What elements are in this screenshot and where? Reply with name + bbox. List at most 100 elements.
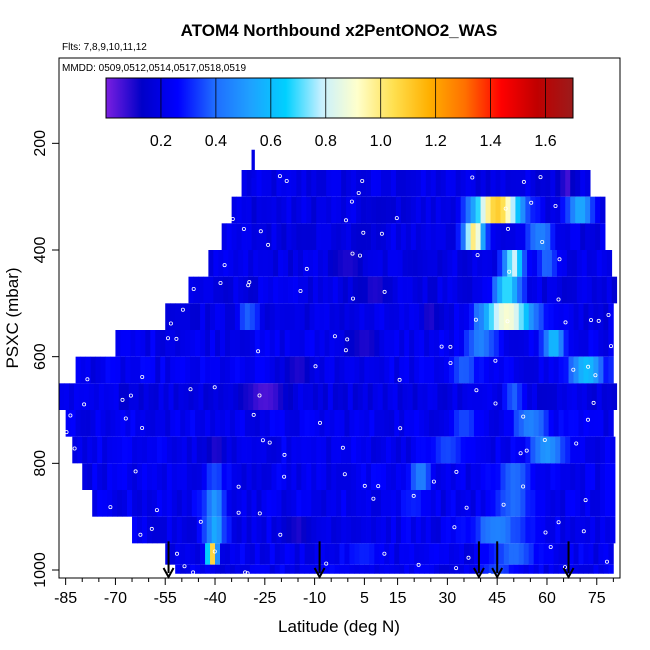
heatmap-cell (450, 223, 457, 250)
sample-point (154, 508, 159, 513)
heatmap-cell (546, 383, 553, 410)
heatmap-cell (608, 410, 614, 437)
heatmap-cell (160, 356, 166, 384)
heatmap-cell (163, 383, 169, 410)
heatmap-cell (485, 223, 491, 250)
heatmap-cell (352, 276, 359, 304)
heatmap-cell (324, 543, 330, 565)
heatmap-cell (271, 463, 277, 490)
heatmap-cell (482, 276, 488, 304)
heatmap-cell (558, 330, 564, 357)
heatmap-cell (460, 436, 467, 464)
heatmap-cell (600, 196, 606, 224)
heatmap-cell (221, 516, 228, 544)
heatmap-cell (533, 543, 540, 565)
heatmap-cell (500, 516, 506, 544)
heatmap-cell (156, 516, 163, 544)
heatmap-cell (528, 543, 535, 565)
heatmap-cell (180, 410, 186, 437)
heatmap-cell (80, 410, 86, 437)
heatmap-cell (165, 356, 171, 384)
heatmap-cell (495, 223, 501, 250)
heatmap-cell (595, 516, 601, 544)
heatmap-cell (364, 564, 370, 574)
heatmap-cell (445, 463, 452, 490)
heatmap-cell (329, 356, 335, 384)
heatmap-cell (97, 436, 103, 464)
heatmap-cell (190, 543, 196, 565)
heatmap-cell (495, 436, 501, 464)
heatmap-cell (570, 436, 576, 464)
heatmap-cell (244, 330, 251, 357)
heatmap-cell (253, 250, 259, 277)
heatmap-cell (449, 330, 455, 357)
heatmap-cell (85, 410, 91, 437)
heatmap-cell (425, 223, 432, 250)
sample-point (123, 416, 128, 421)
sample-point (246, 283, 251, 288)
heatmap-cell (565, 170, 571, 197)
heatmap-cell (296, 196, 302, 224)
heatmap-cell (591, 250, 598, 277)
heatmap-cell (510, 170, 516, 197)
heatmap-cell (228, 276, 234, 304)
heatmap-cell (535, 516, 541, 544)
heatmap-cell (585, 223, 591, 250)
heatmap-cell (606, 383, 613, 410)
sample-point (174, 336, 179, 341)
heatmap-cell (478, 410, 485, 437)
heatmap-cell (165, 330, 171, 357)
heatmap-cell (210, 543, 216, 565)
heatmap-cell (384, 356, 390, 384)
heatmap-cell (251, 516, 257, 544)
sample-point (165, 336, 170, 341)
heatmap-cell (493, 410, 500, 437)
heatmap-cell (82, 436, 88, 464)
heatmap-cell (415, 463, 422, 490)
heatmap-cell (452, 250, 458, 277)
heatmap-cell (206, 436, 213, 464)
sample-point (542, 437, 547, 442)
heatmap-cell (224, 303, 231, 330)
heatmap-cell (412, 276, 418, 304)
heatmap-cell (271, 223, 277, 250)
heatmap-cell (480, 436, 486, 464)
heatmap-cell (366, 223, 372, 250)
heatmap-cell (135, 410, 141, 437)
sample-point (394, 216, 399, 221)
sample-point (398, 426, 403, 431)
heatmap-cell (271, 516, 277, 544)
sample-point (282, 452, 287, 457)
sample-point (475, 253, 480, 258)
heatmap-cell (528, 410, 535, 437)
heatmap-cell (376, 223, 382, 250)
heatmap-cell (281, 223, 287, 250)
heatmap-cell (274, 356, 281, 384)
heatmap-cell (568, 356, 574, 384)
heatmap-cell (394, 330, 400, 357)
heatmap-cell (595, 463, 601, 490)
sample-point (371, 496, 376, 501)
heatmap-cell (223, 250, 229, 277)
sample-point (343, 348, 348, 353)
heatmap-cell (407, 250, 413, 277)
heatmap-cell (304, 330, 311, 357)
heatmap-cell (160, 410, 166, 437)
heatmap-cell (201, 463, 208, 490)
heatmap-cell (546, 276, 553, 304)
heatmap-cell (266, 463, 272, 490)
heatmap-cell (611, 383, 618, 410)
heatmap-cell (195, 303, 201, 330)
heatmap-cell (397, 383, 403, 410)
heatmap-cell (122, 463, 128, 490)
heatmap-cell (475, 196, 481, 224)
heatmap-cell (478, 303, 485, 330)
heatmap-cell (444, 330, 450, 357)
heatmap-cell (570, 223, 576, 250)
heatmap-cell (283, 250, 289, 277)
heatmap-cell (354, 410, 360, 437)
heatmap-cell (304, 543, 311, 565)
sample-point (493, 401, 498, 406)
heatmap-cell (473, 543, 480, 565)
heatmap-cell (465, 436, 472, 464)
